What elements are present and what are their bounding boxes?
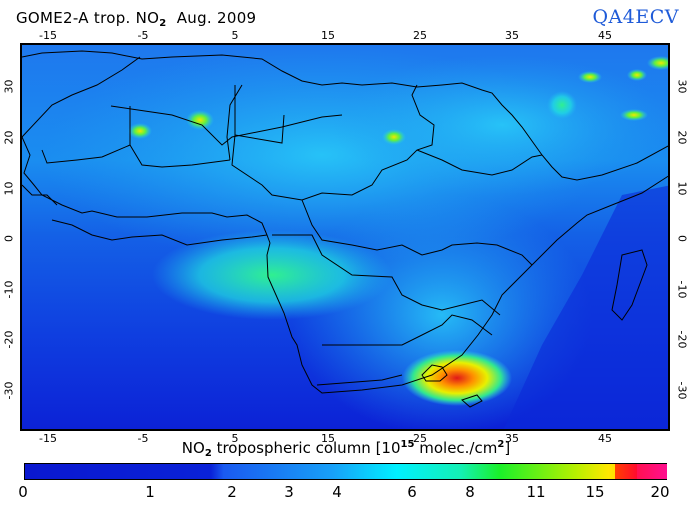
label-unit: molec./cm (419, 439, 498, 457)
lat-tick: 0 (2, 235, 16, 242)
lat-tick: 0 (675, 235, 689, 242)
lon-tick: 15 (321, 29, 335, 42)
map-title: GOME2-A trop. NO2 Aug. 2009 (16, 9, 256, 29)
lat-tick: 20 (675, 130, 689, 145)
lat-tick: 10 (675, 181, 689, 196)
lon-tick: 45 (598, 432, 612, 445)
label-bracket: ] (504, 439, 511, 457)
lat-tick: 30 (2, 79, 16, 94)
lon-tick: -15 (39, 29, 57, 42)
lon-tick: 5 (231, 29, 239, 42)
colorbar-tick: 8 (465, 483, 475, 501)
colorbar-tick: 20 (650, 483, 670, 501)
colorbar-tick: 3 (284, 483, 294, 501)
lon-tick: 45 (598, 29, 612, 42)
label-subscript: 2 (204, 448, 212, 459)
colorbar-tick: 0 (18, 483, 28, 501)
lon-tick: 25 (413, 432, 427, 445)
lon-tick: 15 (321, 432, 335, 445)
lon-tick: -5 (137, 29, 149, 42)
lon-tick: 35 (505, 432, 519, 445)
colorbar-tick: 4 (332, 483, 342, 501)
lon-tick: -5 (137, 432, 149, 445)
lon-tick: -15 (39, 432, 57, 445)
lat-tick: -30 (675, 381, 689, 400)
lat-tick: -10 (675, 280, 689, 299)
label-text: tropospheric column [10 (216, 439, 401, 457)
colorbar-tick: 1 (145, 483, 155, 501)
lat-tick: -10 (2, 280, 16, 299)
colorbar (24, 463, 667, 480)
colorbar-tick: 11 (526, 483, 546, 501)
brand-logo: QA4ECV (592, 6, 679, 28)
colorbar-tick: 6 (407, 483, 417, 501)
label-unit-exponent: 2 (497, 439, 505, 450)
lat-tick: 20 (2, 130, 16, 145)
africa-map-graphic (22, 45, 668, 429)
label-exponent: 15 (400, 439, 415, 450)
colorbar-tick: 2 (227, 483, 237, 501)
colorbar-label: NO2 tropospheric column [1015 molec./cm2… (0, 439, 692, 459)
lat-tick: -30 (2, 381, 16, 400)
lat-tick: -20 (675, 330, 689, 349)
lon-tick: 25 (413, 29, 427, 42)
title-text: GOME2-A trop. NO (16, 9, 160, 27)
lat-tick: -20 (2, 330, 16, 349)
colorbar-red-segment (615, 464, 638, 479)
lon-tick: 5 (231, 432, 239, 445)
no2-map[interactable] (20, 43, 670, 431)
label-text: NO (181, 439, 205, 457)
lat-tick: 10 (2, 181, 16, 196)
lat-tick: 30 (675, 79, 689, 94)
title-date: Aug. 2009 (176, 9, 257, 27)
title-subscript: 2 (159, 18, 167, 29)
colorbar-tick: 15 (585, 483, 605, 501)
colorbar-magenta-segment (637, 464, 667, 479)
lon-tick: 35 (505, 29, 519, 42)
